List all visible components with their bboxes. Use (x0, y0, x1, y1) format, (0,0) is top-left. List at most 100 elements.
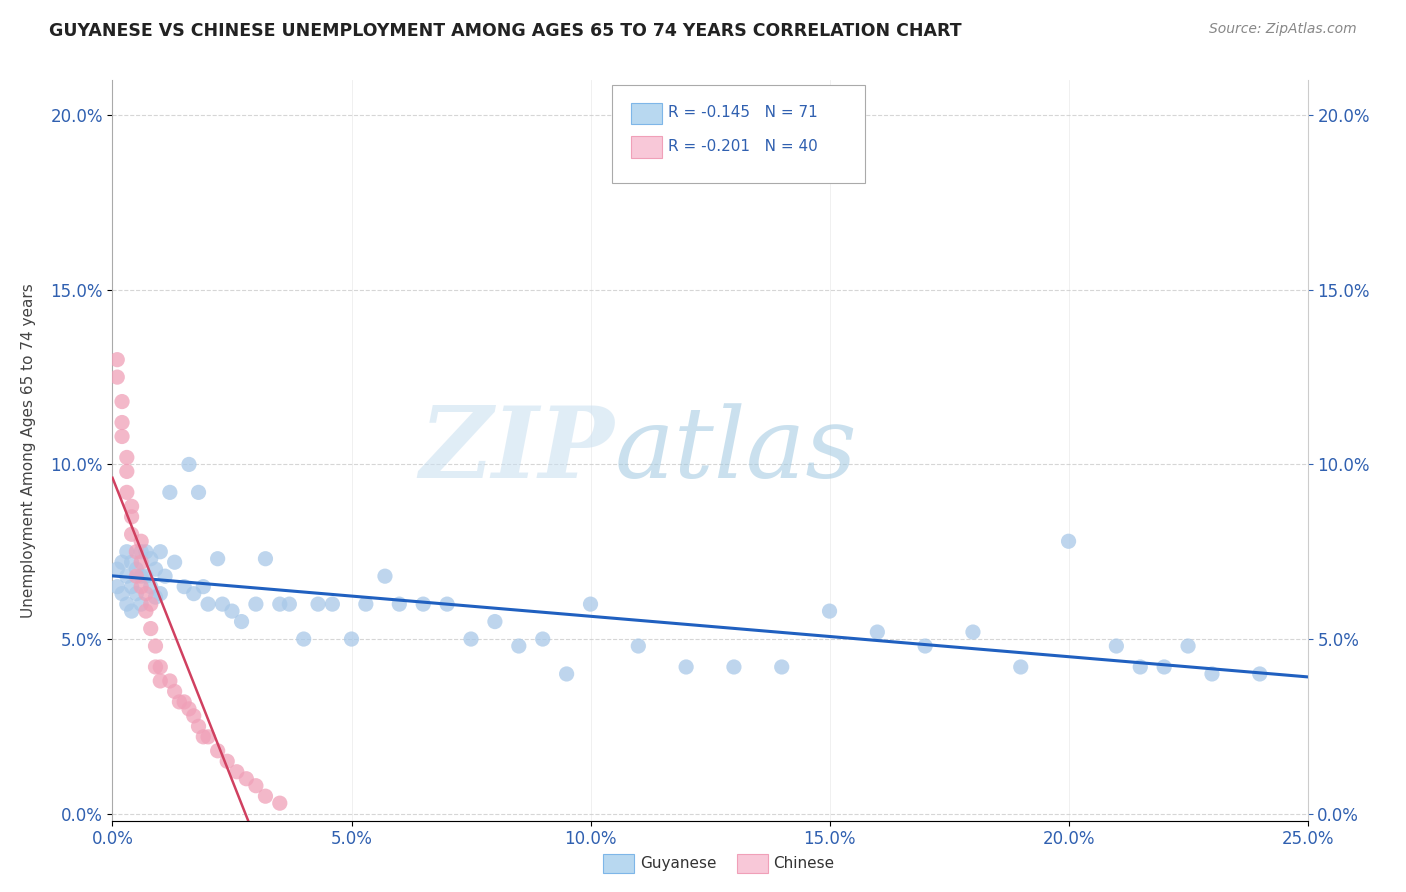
Point (278, 597, 301, 611)
Point (197, 597, 219, 611)
Point (129, 597, 152, 611)
Point (579, 597, 602, 611)
Point (129, 534, 152, 549)
Point (111, 429, 134, 443)
Point (139, 622, 162, 636)
Point (818, 604, 841, 618)
Point (211, 597, 233, 611)
Point (207, 551, 229, 566)
Point (292, 632, 315, 646)
Point (111, 587, 134, 601)
Point (135, 545, 157, 559)
Point (183, 709, 205, 723)
Point (111, 555, 134, 569)
Point (374, 569, 396, 583)
Point (121, 500, 143, 514)
Point (245, 597, 267, 611)
Point (1177, 639, 1199, 653)
Point (121, 604, 143, 618)
Point (1201, 667, 1223, 681)
Point (484, 615, 506, 629)
Point (145, 562, 167, 576)
Point (145, 639, 167, 653)
Point (197, 730, 219, 744)
Text: GUYANESE VS CHINESE UNEMPLOYMENT AMONG AGES 65 TO 74 YEARS CORRELATION CHART: GUYANESE VS CHINESE UNEMPLOYMENT AMONG A… (49, 22, 962, 40)
Point (173, 695, 195, 709)
Text: Guyanese: Guyanese (640, 856, 716, 871)
Point (177, 458, 200, 472)
Point (321, 597, 343, 611)
Point (105, 562, 128, 576)
Point (177, 702, 200, 716)
Point (125, 569, 148, 583)
Point (193, 580, 215, 594)
Point (269, 597, 291, 611)
Point (187, 719, 209, 733)
Point (193, 730, 215, 744)
Point (121, 509, 143, 524)
Point (121, 580, 143, 594)
Point (163, 684, 186, 698)
Point (235, 772, 257, 786)
Point (105, 580, 128, 594)
Point (627, 639, 650, 653)
Point (135, 604, 157, 618)
Point (135, 587, 157, 601)
Point (115, 485, 138, 500)
Point (225, 764, 247, 779)
Point (269, 796, 291, 810)
Point (105, 370, 128, 384)
Point (173, 580, 195, 594)
Text: Chinese: Chinese (773, 856, 834, 871)
Point (163, 555, 186, 569)
Text: R = -0.201   N = 40: R = -0.201 N = 40 (668, 139, 818, 153)
Text: atlas: atlas (614, 403, 858, 498)
Point (187, 485, 209, 500)
Point (770, 660, 793, 674)
Point (111, 416, 134, 430)
Point (129, 580, 152, 594)
Point (125, 545, 148, 559)
Y-axis label: Unemployment Among Ages 65 to 74 years: Unemployment Among Ages 65 to 74 years (21, 283, 37, 618)
Point (388, 597, 411, 611)
Point (914, 639, 936, 653)
Text: Source: ZipAtlas.com: Source: ZipAtlas.com (1209, 22, 1357, 37)
Point (962, 625, 984, 640)
Point (121, 527, 143, 541)
Point (139, 580, 162, 594)
Point (307, 597, 329, 611)
Point (866, 625, 889, 640)
Point (460, 632, 482, 646)
Point (149, 673, 172, 688)
Point (115, 569, 138, 583)
Point (254, 789, 277, 804)
Point (115, 597, 138, 611)
Point (1057, 534, 1080, 549)
Point (412, 597, 434, 611)
Point (555, 667, 578, 681)
Point (531, 632, 554, 646)
Point (121, 555, 143, 569)
Point (149, 545, 172, 559)
Text: R = -0.145   N = 71: R = -0.145 N = 71 (668, 105, 818, 120)
Point (675, 660, 697, 674)
Point (115, 450, 138, 465)
Point (1129, 660, 1152, 674)
Point (129, 545, 152, 559)
Point (207, 744, 229, 758)
Point (217, 754, 239, 768)
Point (159, 673, 181, 688)
Point (153, 569, 176, 583)
Point (508, 639, 530, 653)
Point (125, 562, 148, 576)
Point (145, 590, 167, 604)
Point (125, 587, 148, 601)
Point (1105, 639, 1128, 653)
Point (1153, 660, 1175, 674)
Point (139, 551, 162, 566)
Point (1249, 667, 1271, 681)
Point (145, 660, 167, 674)
Point (169, 695, 191, 709)
Point (159, 485, 181, 500)
Point (129, 569, 152, 583)
